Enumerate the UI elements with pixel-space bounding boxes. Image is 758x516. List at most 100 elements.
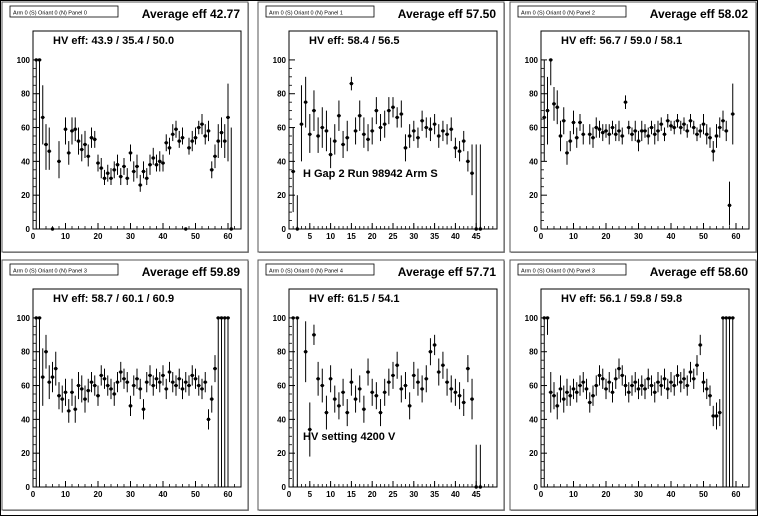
panel-label-box — [517, 263, 627, 276]
y-tick-label: 40 — [277, 415, 286, 424]
data-point — [466, 366, 470, 371]
data-point — [174, 383, 178, 388]
data-point — [158, 380, 162, 384]
data-point — [685, 129, 689, 133]
data-point — [711, 414, 715, 418]
data-point — [216, 139, 220, 143]
data-point — [721, 119, 725, 123]
data-point — [478, 227, 483, 231]
data-point — [358, 114, 362, 118]
panel-label: Arm 0 (S) Oriant 0 (N) Panel 0 — [13, 11, 87, 17]
data-point — [643, 129, 647, 133]
x-tick-label: 10 — [326, 490, 335, 499]
data-point — [391, 373, 395, 378]
y-tick-label: 0 — [534, 483, 539, 492]
data-point — [549, 58, 553, 62]
data-point — [154, 377, 159, 381]
data-point — [649, 125, 654, 130]
data-point — [656, 380, 660, 384]
data-point — [171, 380, 175, 384]
data-point — [203, 134, 207, 138]
y-tick-label: 60 — [529, 124, 538, 133]
data-point — [138, 183, 142, 187]
y-tick-label: 0 — [282, 483, 287, 492]
data-point — [659, 122, 663, 126]
panel-label: Arm 0 (S) Oriant 0 (N) Panel 2 — [521, 11, 595, 17]
chart-panel-2: Arm 0 (S) Oriant 0 (N) Panel 1 Average ef… — [257, 1, 505, 253]
x-tick-label: 40 — [159, 490, 168, 499]
data-point — [223, 139, 227, 143]
data-point — [399, 387, 404, 391]
x-tick-label: 40 — [451, 490, 460, 499]
data-point — [295, 227, 300, 231]
hv-eff-text: HV eff: 61.5 / 54.1 — [309, 293, 400, 305]
data-point — [714, 414, 719, 418]
data-point — [358, 387, 362, 391]
data-point — [174, 127, 178, 131]
y-tick-label: 0 — [282, 225, 287, 234]
x-tick-label: 35 — [430, 490, 439, 499]
data-point — [112, 392, 116, 396]
x-tick-label: 50 — [191, 490, 200, 499]
data-point — [80, 147, 84, 152]
data-point — [34, 58, 38, 62]
y-tick-label: 60 — [277, 124, 286, 133]
data-point — [324, 129, 329, 133]
data-point — [682, 122, 686, 126]
data-point — [453, 390, 458, 395]
data-point — [571, 120, 576, 125]
panel-label: Arm 0 (S) Oriant 0 (N) Panel 4 — [269, 269, 343, 275]
data-point — [542, 115, 546, 120]
data-point — [701, 122, 706, 126]
data-point — [597, 127, 602, 131]
data-point — [607, 380, 611, 384]
data-point — [378, 125, 383, 130]
data-point — [132, 383, 136, 388]
data-point — [76, 139, 81, 143]
x-tick-label: 10 — [326, 232, 335, 241]
data-point — [692, 377, 696, 381]
data-point — [416, 135, 420, 140]
data-point — [623, 100, 628, 104]
data-point — [610, 390, 615, 395]
data-point — [601, 377, 605, 381]
data-point — [731, 112, 735, 116]
data-point — [70, 129, 74, 133]
data-point — [122, 377, 126, 381]
data-point — [441, 129, 445, 133]
data-point — [50, 227, 55, 231]
data-point — [96, 161, 100, 165]
data-point — [128, 151, 133, 155]
data-point — [57, 159, 61, 164]
data-point — [312, 108, 316, 113]
data-point — [197, 125, 201, 130]
data-point — [545, 108, 550, 113]
data-point — [633, 380, 637, 384]
data-point — [190, 373, 194, 378]
data-point — [457, 393, 462, 398]
data-point — [63, 390, 68, 395]
data-point — [701, 380, 706, 384]
data-point — [86, 388, 90, 393]
data-point — [370, 390, 374, 395]
data-point — [617, 366, 621, 371]
data-point — [145, 380, 149, 384]
data-point — [555, 105, 559, 109]
data-point — [119, 174, 123, 179]
data-point — [675, 373, 680, 378]
panel-label: Arm 0 (S) Oriant 0 (N) Panel 1 — [269, 11, 343, 17]
x-tick-label: 50 — [191, 232, 200, 241]
data-point — [374, 108, 379, 113]
data-point — [341, 390, 345, 395]
chart-panel-4: Arm 0 (S) Oriant 0 (N) Panel 3 Average ef… — [1, 259, 249, 511]
data-point — [646, 377, 650, 381]
data-point — [89, 135, 94, 140]
x-tick-label: 60 — [732, 490, 741, 499]
y-tick-label: 60 — [21, 124, 30, 133]
data-point — [210, 397, 214, 401]
data-point — [614, 377, 618, 381]
data-point — [316, 377, 320, 381]
data-point — [666, 387, 670, 391]
